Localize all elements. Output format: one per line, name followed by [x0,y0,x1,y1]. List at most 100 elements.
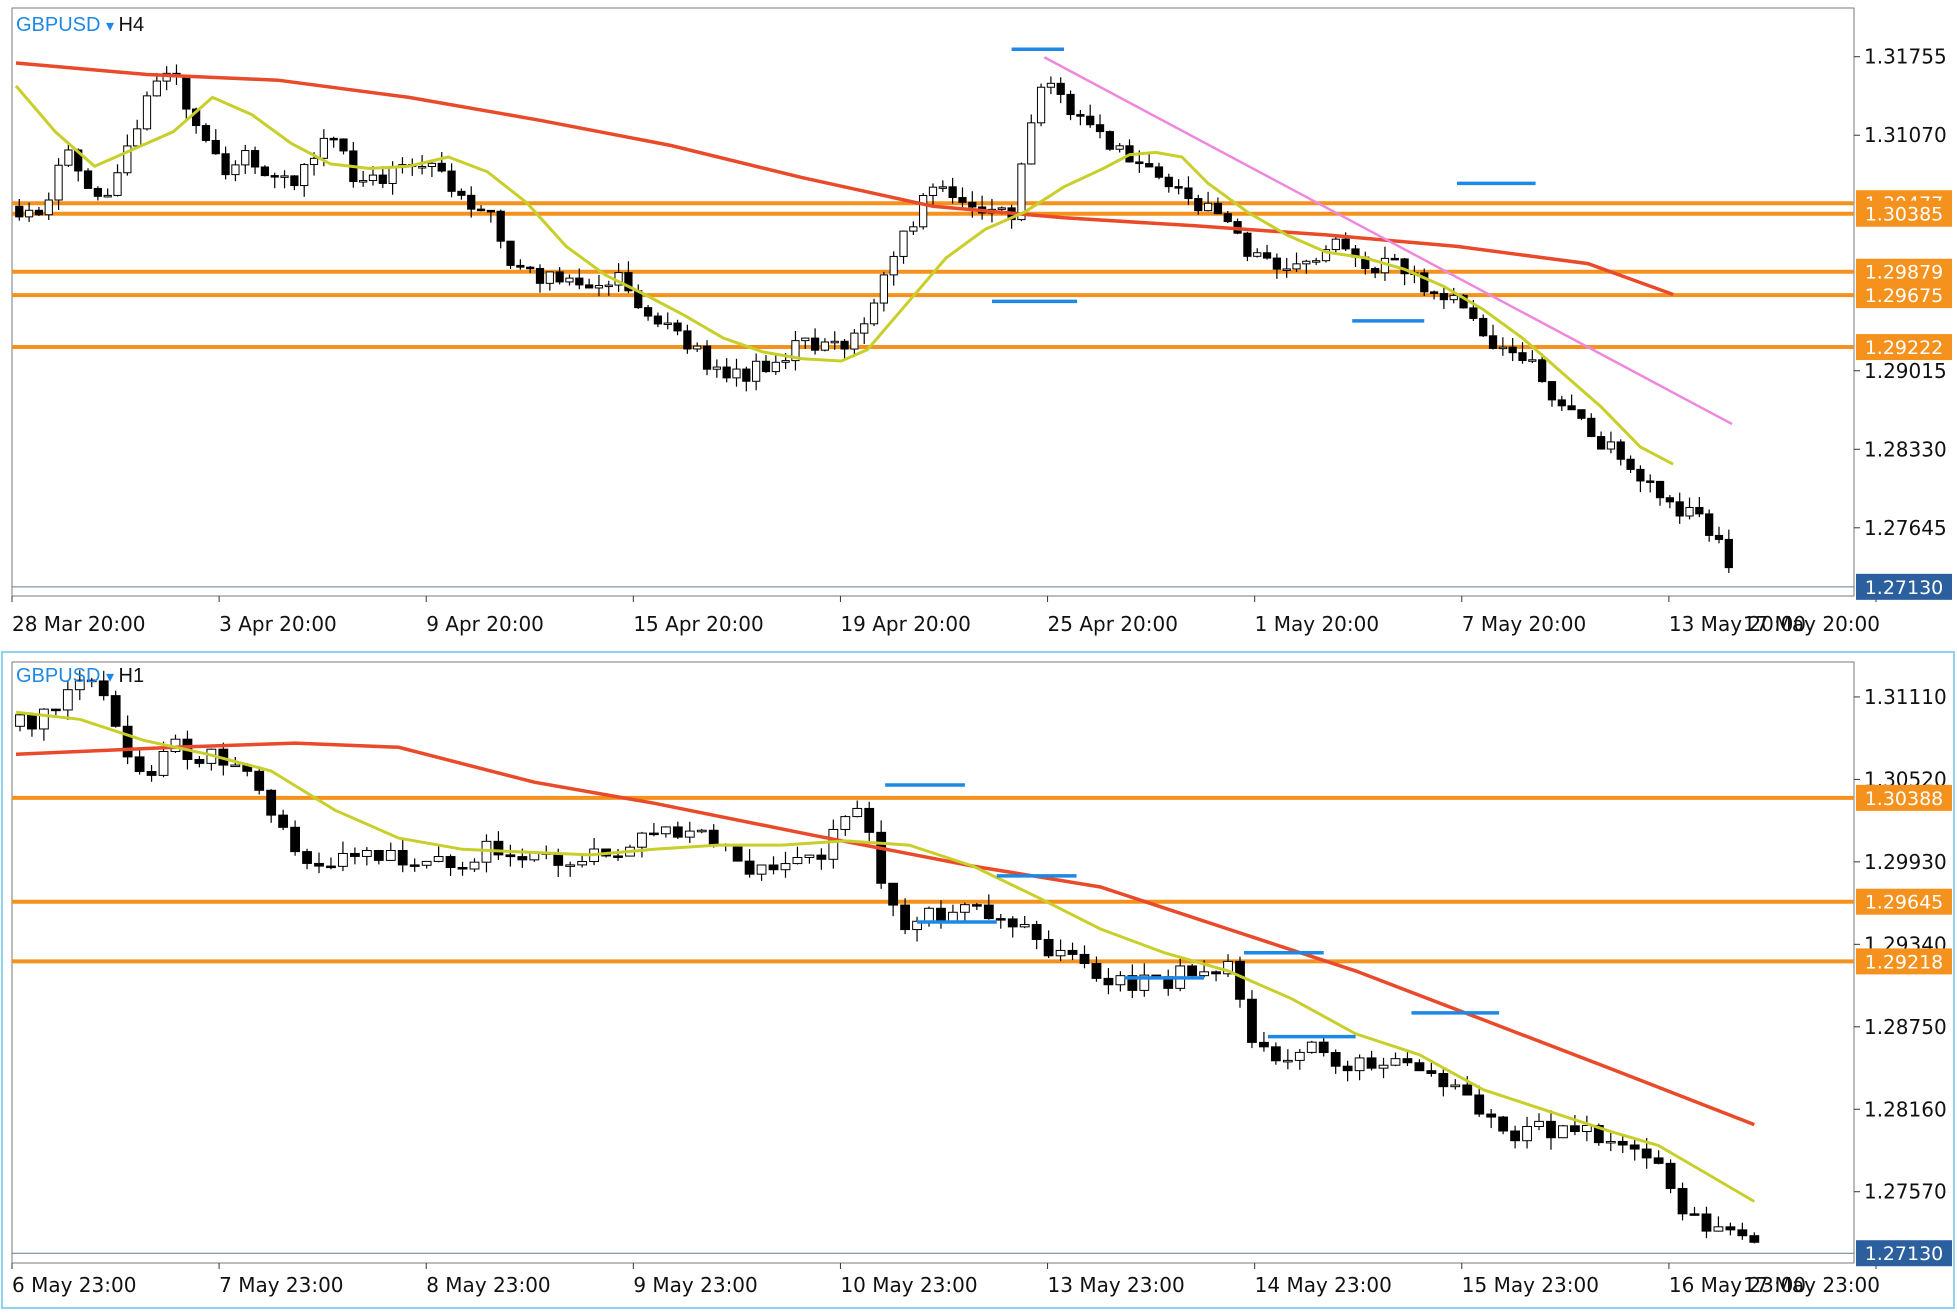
x-tick-label: 6 May 23:00 [12,1273,136,1297]
candle-bear [1426,1070,1437,1074]
candle-bear [1474,1094,1485,1115]
candle-bear [1262,252,1272,259]
candle-bear [732,843,743,862]
candle-bear [1366,1057,1377,1069]
candle-bull [1581,1124,1592,1132]
candle-bull [133,128,142,147]
candle-bear [496,210,505,242]
candle-bear [1031,924,1042,940]
candle-bear [373,849,384,861]
candle-bull [684,830,695,838]
candle-bear [1135,161,1144,165]
candle-bull [959,904,970,913]
x-tick-label: 10 May 23:00 [840,1273,977,1297]
candle-bear [1043,938,1054,957]
candle-bull [1253,252,1262,257]
candle-bull [1528,359,1537,362]
h1-chart-pane[interactable]: 1.31110 1.30520 1.29930 1.29340 1.28750 1.281… [0,650,1957,1314]
x-tick-label: 7 May 23:00 [219,1273,343,1297]
candle-bear [1164,176,1173,188]
candle-bear [1105,131,1114,150]
candle-bull [693,345,702,350]
candle-bear [1596,436,1606,450]
candle-bull [928,186,938,196]
candle-bear [1587,417,1596,438]
candle-bear [1091,963,1102,979]
candle-bull [604,284,613,288]
candle-bull [909,226,918,232]
candle-bull [565,277,574,283]
candle-bull [361,849,372,857]
candle-bear [643,307,653,317]
candle-bear [1270,1046,1281,1062]
candle-bull [924,907,934,922]
candle-bull [565,864,576,867]
candle-bear [1247,998,1257,1043]
level-badge-label: 1.29675 [1865,285,1944,307]
candle-bear [1235,960,1245,1000]
candle-bull [1534,1120,1544,1127]
candle-bear [467,194,476,210]
candle-bear [742,368,751,382]
candle-bear [1577,409,1586,419]
candle-bull [123,145,132,174]
candle-bear [1705,513,1714,536]
candle-bear [968,201,977,208]
candle-bear [535,268,545,284]
candle-bear [672,826,683,838]
candle-bear [339,138,348,152]
ma-fast-line [15,710,1756,1203]
candle-bear [516,264,525,268]
candle-bear [314,862,324,867]
candle-bull [1036,86,1046,124]
candle-bull [1302,260,1311,265]
x-tick-label: 15 Apr 20:00 [633,612,763,636]
candle-bear [864,807,875,833]
candle-bear [1127,975,1138,991]
candle-bear [526,266,535,270]
candle-bear [201,125,211,141]
candle-bear [476,208,486,212]
candle-bull [64,149,73,166]
candle-bear [1330,1052,1341,1067]
candle-bear [1641,1148,1652,1159]
triangle-down-icon[interactable]: ▾ [106,18,118,35]
candle-bear [1675,501,1684,517]
candle-bear [98,680,109,697]
candle-bear [1243,232,1252,257]
candle-bear [122,725,133,758]
candle-bear [266,789,277,816]
candle-bear [1056,82,1065,95]
candle-bull [1498,346,1507,350]
candle-bear [722,366,731,379]
candle-bear [1462,1084,1473,1096]
h1-chart-svg[interactable]: 1.311101.305201.299301.293401.287501.281… [0,650,1957,1314]
candle-bull [113,172,122,196]
candle-bull [1223,960,1233,975]
candle-bear [816,854,827,860]
y-tick-label: 1.29930 [1864,850,1947,874]
h4-chart-svg[interactable]: 1.31755 1.31070 1.29015 1.28330 1.27645 28 M… [0,0,1957,650]
candle-bull [1306,1041,1317,1053]
candle-bear [1076,114,1085,117]
h4-symbol-label[interactable]: GBPUSD [16,14,100,36]
h1-symbol-label[interactable]: GBPUSD [16,665,100,687]
candle-bear [1665,1162,1676,1189]
triangle-down-icon[interactable]: ▾ [106,669,118,686]
candle-bear [1414,1062,1425,1072]
candle-bear [1154,166,1164,178]
candle-bear [1400,258,1409,275]
candle-bear [876,831,887,884]
candle-bear [575,277,584,286]
candle-bear [900,904,910,931]
h4-chart-pane[interactable]: 1.31755 1.31070 1.29015 1.28330 1.27645 28 M… [0,0,1957,650]
candle-bull [780,863,791,871]
candle-bear [1655,480,1665,499]
candle-bear [888,882,899,906]
x-tick-label: 15 May 23:00 [1462,1273,1599,1297]
ma-slow-line [15,61,1674,297]
candle-bear [1749,1235,1760,1243]
candle-bear [1547,381,1557,401]
candle-bull [919,194,928,228]
candle-bear [1701,1213,1712,1232]
